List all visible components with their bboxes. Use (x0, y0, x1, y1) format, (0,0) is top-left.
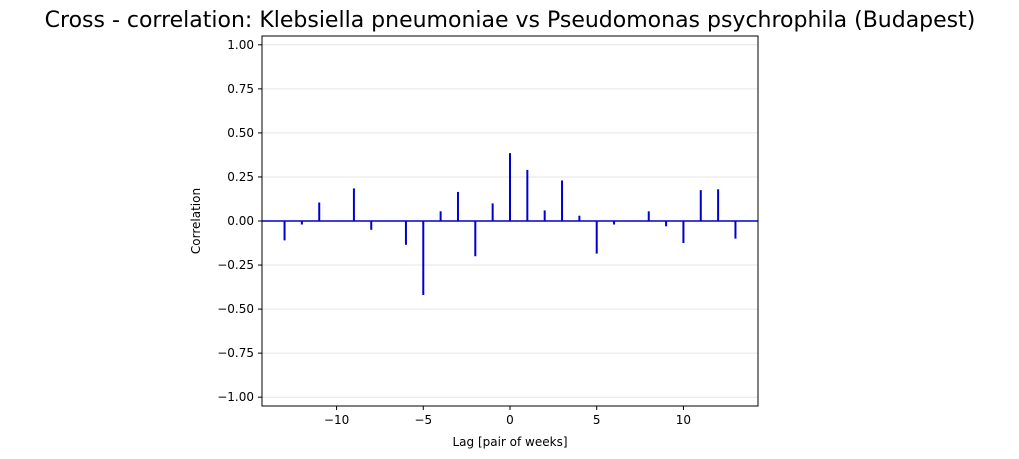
y-tick-label: 0.75 (227, 82, 254, 96)
y-tick-label: 0.25 (227, 170, 254, 184)
y-tick-label: 0.00 (227, 214, 254, 228)
chart-title: Cross - correlation: Klebsiella pneumoni… (45, 8, 976, 33)
x-tick-label: 10 (676, 413, 691, 427)
y-tick-label: −0.75 (217, 346, 254, 360)
x-tick-label: −5 (414, 413, 432, 427)
x-tick-label: −10 (324, 413, 349, 427)
y-tick-label: 0.50 (227, 126, 254, 140)
y-tick-label: −0.25 (217, 258, 254, 272)
x-tick-label: 5 (593, 413, 601, 427)
plot-frame (261, 35, 759, 407)
y-axis-label: Correlation (189, 188, 203, 254)
axis-ticks: −1.00 −0.75 −0.50 −0.25 0.00 0.25 0.50 0.75 1.00… (217, 38, 691, 427)
x-axis-label: Lag [pair of weeks] (452, 435, 567, 449)
y-tick-label: 1.00 (227, 38, 254, 52)
correlation-bars (262, 153, 758, 295)
y-tick-label: −0.50 (217, 302, 254, 316)
x-tick-label: 0 (506, 413, 514, 427)
y-tick-label: −1.00 (217, 390, 254, 404)
